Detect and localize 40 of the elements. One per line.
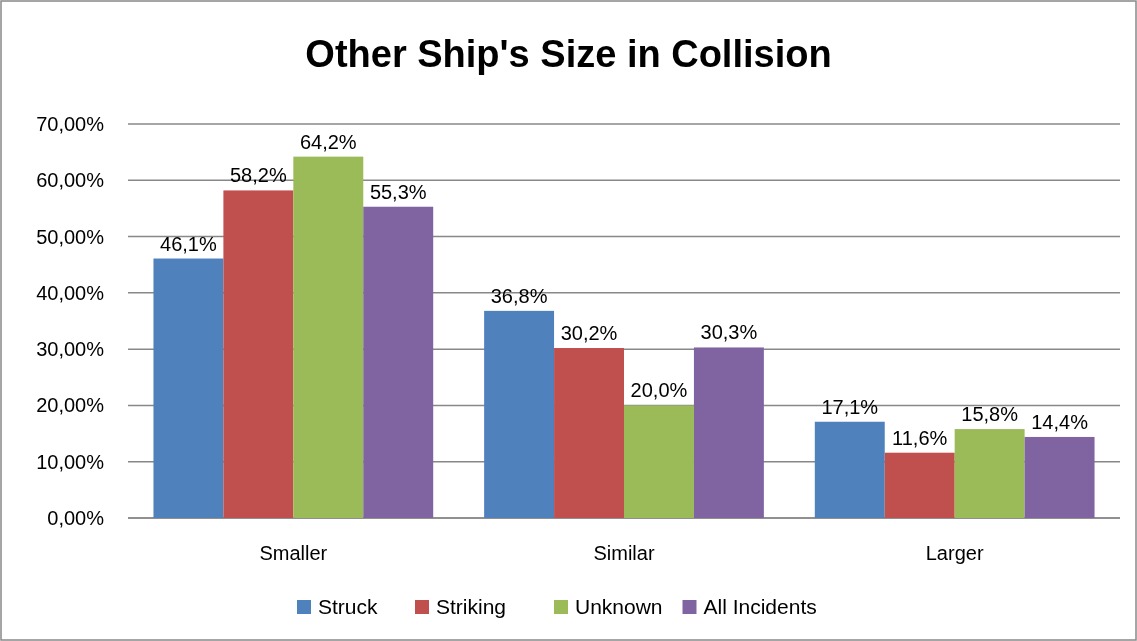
data-label: 30,2%: [560, 322, 618, 345]
bar: [554, 348, 624, 518]
data-label: 46,1%: [160, 232, 217, 255]
bar: [693, 347, 764, 518]
bar: [153, 258, 224, 518]
y-tick-label: 40,00%: [36, 281, 105, 304]
y-tick-label: 20,00%: [36, 394, 105, 417]
y-tick-label: 0,00%: [47, 507, 105, 529]
y-tick-label: 10,00%: [36, 450, 105, 473]
data-label: 36,8%: [490, 284, 548, 307]
x-tick-label: Smaller: [259, 542, 328, 564]
bar: [814, 421, 885, 518]
data-label: 58,2%: [230, 164, 287, 187]
legend-label: All Incidents: [703, 595, 817, 619]
data-label: 64,2%: [299, 130, 357, 153]
bar: [624, 405, 694, 518]
bar: [223, 190, 294, 518]
y-tick-label: 70,00%: [36, 113, 105, 135]
y-tick-label: 60,00%: [36, 169, 105, 192]
bar: [293, 156, 364, 518]
bar: [363, 206, 434, 518]
x-tick-label: Similar: [593, 542, 655, 564]
data-label: 17,1%: [821, 395, 879, 418]
legend-label: Striking: [436, 595, 507, 619]
bar: [484, 310, 555, 518]
chart-title: Other Ship's Size in Collision: [305, 33, 832, 75]
data-label: 15,8%: [961, 403, 1019, 426]
bar: [954, 429, 1025, 518]
legend-label: Struck: [318, 595, 379, 619]
y-tick-label: 30,00%: [36, 338, 105, 361]
data-label: 11,6%: [892, 426, 948, 449]
x-tick-label: Larger: [925, 542, 984, 564]
legend-label: Unknown: [575, 595, 663, 619]
data-label: 30,3%: [700, 321, 758, 344]
data-label: 14,4%: [1031, 410, 1089, 433]
data-label: 55,3%: [369, 180, 427, 203]
y-tick-label: 50,00%: [36, 225, 105, 248]
bar: [1024, 436, 1095, 518]
bar: [884, 452, 955, 518]
data-label: 20,0%: [630, 379, 688, 402]
